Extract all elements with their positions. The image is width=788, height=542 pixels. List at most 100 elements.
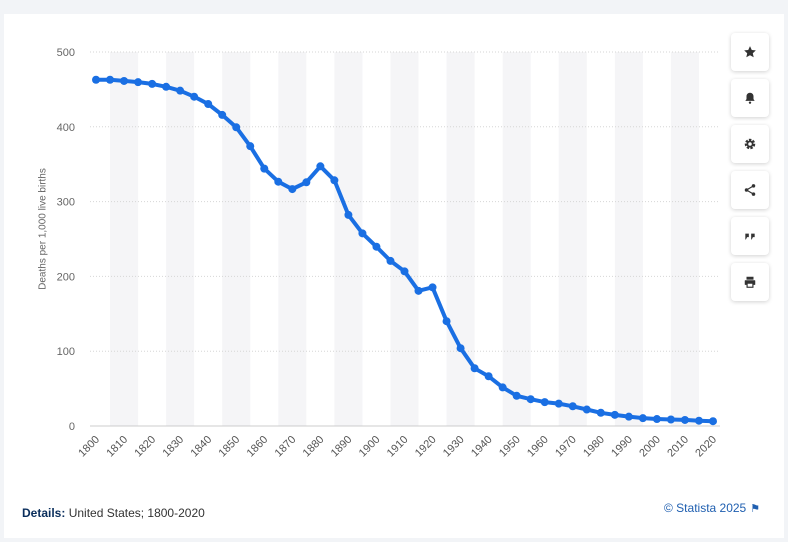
quote-icon — [745, 233, 755, 240]
favorite-button[interactable] — [731, 33, 769, 71]
data-point[interactable] — [582, 405, 591, 414]
data-point[interactable] — [106, 75, 115, 84]
x-tick-label: 1830 — [160, 434, 186, 460]
flag-icon: ⚑ — [750, 502, 761, 515]
data-point[interactable] — [694, 416, 703, 425]
x-tick-label: 1960 — [525, 434, 551, 460]
decade-band — [670, 52, 699, 426]
cite-button[interactable] — [731, 217, 769, 255]
data-point[interactable] — [302, 178, 311, 187]
x-tick-label: 1850 — [217, 434, 243, 460]
data-point[interactable] — [484, 372, 493, 381]
data-point[interactable] — [554, 399, 563, 408]
x-tick-label: 2010 — [665, 434, 691, 460]
decade-band — [446, 52, 475, 426]
print-icon — [744, 276, 756, 288]
data-point[interactable] — [218, 110, 227, 119]
y-tick-label: 0 — [69, 421, 75, 433]
x-tick-label: 1980 — [581, 434, 607, 460]
x-tick-label: 1820 — [132, 434, 158, 460]
x-tick-label: 1810 — [104, 434, 130, 460]
x-tick-label: 1840 — [189, 434, 215, 460]
data-point[interactable] — [456, 344, 465, 353]
decade-band — [502, 52, 531, 426]
data-point[interactable] — [330, 176, 339, 185]
data-point[interactable] — [512, 391, 521, 400]
data-point[interactable] — [190, 92, 199, 101]
data-point[interactable] — [414, 286, 423, 295]
data-point[interactable] — [610, 410, 619, 419]
data-point[interactable] — [92, 75, 100, 84]
data-point[interactable] — [400, 267, 409, 276]
data-point[interactable] — [344, 210, 353, 219]
details-label: Details: — [22, 506, 66, 520]
data-point[interactable] — [652, 415, 661, 424]
data-point[interactable] — [442, 317, 451, 326]
decade-band — [614, 52, 643, 426]
data-point[interactable] — [568, 402, 577, 411]
decade-band — [166, 52, 195, 426]
side-toolbar — [731, 33, 769, 309]
x-tick-label: 1890 — [329, 434, 355, 460]
data-point[interactable] — [680, 415, 689, 424]
x-tick-label: 1800 — [76, 434, 102, 460]
data-point[interactable] — [148, 79, 157, 88]
notification-button[interactable] — [731, 79, 769, 117]
decade-band — [558, 52, 587, 426]
decade-band — [334, 52, 363, 426]
alternate-bands — [110, 52, 699, 426]
data-point[interactable] — [470, 364, 479, 373]
data-point[interactable] — [162, 82, 171, 91]
x-tick-label: 1910 — [385, 434, 411, 460]
data-point[interactable] — [260, 164, 269, 173]
data-point[interactable] — [316, 162, 325, 171]
data-point[interactable] — [540, 398, 549, 407]
data-point[interactable] — [120, 76, 129, 85]
print-button[interactable] — [731, 263, 769, 301]
share-button[interactable] — [731, 171, 769, 209]
data-point[interactable] — [358, 229, 367, 238]
data-point[interactable] — [498, 383, 507, 392]
data-point[interactable] — [232, 123, 241, 132]
data-point[interactable] — [708, 417, 717, 426]
decade-band — [110, 52, 139, 426]
data-point[interactable] — [428, 283, 437, 292]
data-points — [92, 75, 717, 426]
x-tick-label: 1990 — [609, 434, 635, 460]
data-point[interactable] — [246, 142, 255, 151]
data-point[interactable] — [288, 185, 297, 194]
settings-button[interactable] — [731, 125, 769, 163]
data-point[interactable] — [372, 242, 381, 251]
y-tick-label: 100 — [57, 346, 75, 358]
statista-credit[interactable]: © Statista 2025 ⚑ — [664, 501, 760, 515]
data-point[interactable] — [386, 256, 395, 265]
details-note: Details: United States; 1800-2020 — [22, 506, 205, 520]
x-tick-label: 1870 — [273, 434, 299, 460]
x-tick-label: 2020 — [693, 434, 719, 460]
x-tick-label: 1970 — [553, 434, 579, 460]
decade-band — [390, 52, 419, 426]
data-point[interactable] — [526, 395, 535, 404]
x-tick-label: 2000 — [637, 434, 663, 460]
y-tick-label: 200 — [57, 271, 75, 283]
y-tick-label: 300 — [57, 197, 75, 209]
credit-text: © Statista 2025 — [664, 501, 747, 515]
data-point[interactable] — [638, 414, 647, 423]
data-point[interactable] — [204, 99, 213, 108]
x-tick-label: 1950 — [497, 434, 523, 460]
data-point[interactable] — [666, 415, 675, 424]
decade-band — [278, 52, 307, 426]
gear-icon — [744, 138, 756, 150]
data-point[interactable] — [274, 177, 283, 186]
star-icon — [744, 46, 756, 58]
x-tick-label: 1860 — [245, 434, 271, 460]
data-point[interactable] — [176, 86, 185, 95]
x-axis-ticks: 1800 1810 1820 1830 1840 1850 1860 1870 1880 1890… — [76, 434, 719, 460]
x-tick-label: 1940 — [469, 434, 495, 460]
x-tick-label: 1900 — [357, 434, 383, 460]
data-point[interactable] — [624, 412, 633, 421]
data-point[interactable] — [596, 408, 605, 417]
data-point[interactable] — [134, 78, 143, 87]
decade-band — [222, 52, 251, 426]
y-tick-label: 500 — [57, 47, 75, 59]
